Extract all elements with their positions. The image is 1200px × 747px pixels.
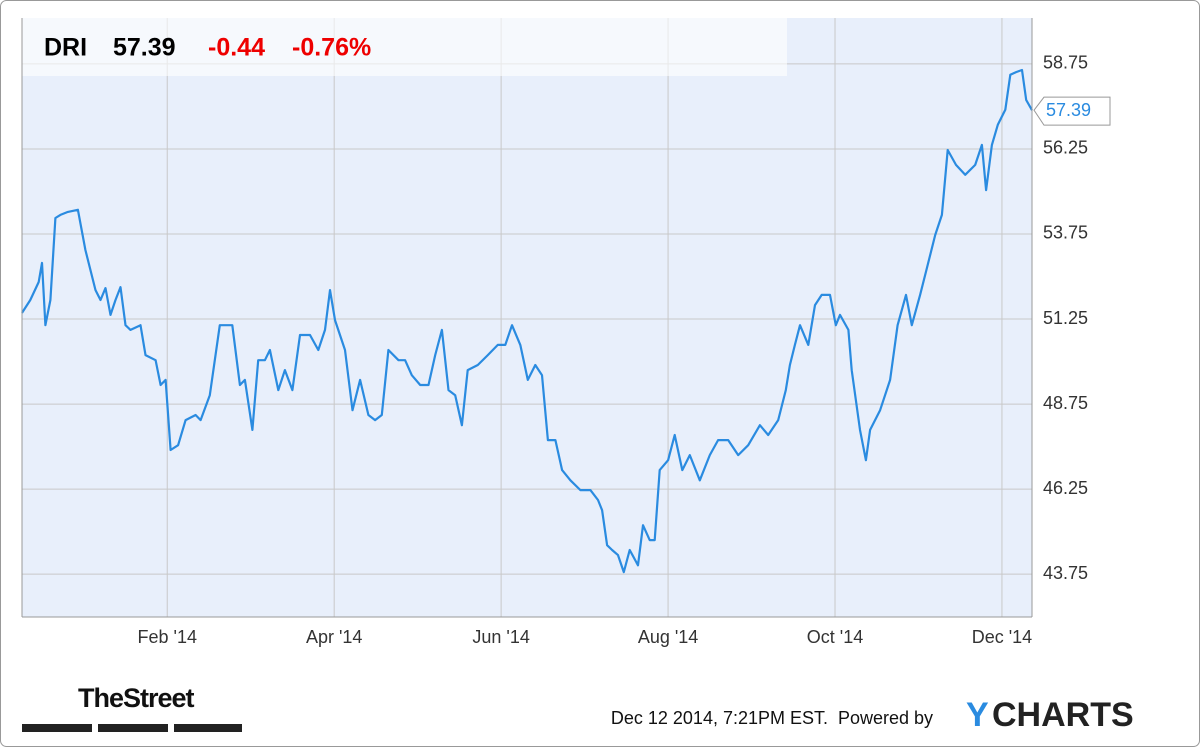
last-value-tag xyxy=(1033,96,1111,126)
y-tick-label: 43.75 xyxy=(1043,563,1088,583)
y-tick-label: 53.75 xyxy=(1043,223,1088,243)
x-tick-label: Apr '14 xyxy=(306,627,362,647)
x-tick-label: Oct '14 xyxy=(807,627,863,647)
brand-name: CHARTS xyxy=(992,696,1134,734)
logo-bar xyxy=(98,724,168,732)
y-tick-label: 51.25 xyxy=(1043,308,1088,328)
powered-by: Powered by xyxy=(838,708,933,728)
price: 57.39 xyxy=(113,34,176,62)
logo-bar xyxy=(174,724,242,732)
timestamp: Dec 12 2014, 7:21PM EST. xyxy=(611,708,828,728)
logo-bar xyxy=(22,724,92,732)
x-tick-label: Jun '14 xyxy=(472,627,529,647)
brand-initial: Y xyxy=(966,696,989,734)
header-box xyxy=(22,18,787,76)
y-tick-label: 56.25 xyxy=(1043,138,1088,158)
ticker: DRI xyxy=(44,34,87,62)
x-tick-label: Aug '14 xyxy=(638,627,699,647)
x-tick-label: Dec '14 xyxy=(972,627,1032,647)
x-tick-label: Feb '14 xyxy=(137,627,196,647)
price-line xyxy=(21,68,1033,574)
y-tick-label: 58.75 xyxy=(1043,53,1088,73)
last-value-label: 57.39 xyxy=(1046,100,1091,120)
plot-background xyxy=(22,18,1032,617)
change-percent: -0.76% xyxy=(292,34,371,62)
source-logo: TheStreet xyxy=(78,683,195,713)
y-tick-label: 46.25 xyxy=(1043,478,1088,498)
change: -0.44 xyxy=(208,34,265,62)
y-tick-label: 48.75 xyxy=(1043,393,1088,413)
